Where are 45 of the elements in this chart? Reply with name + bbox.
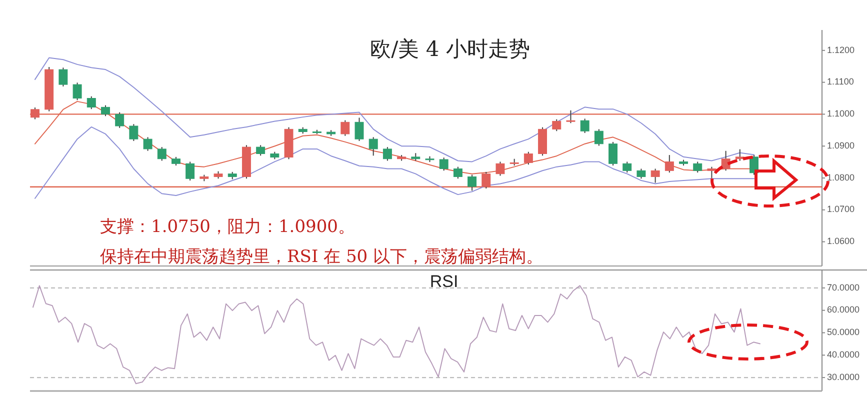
- candlestick: [524, 151, 533, 166]
- candlestick: [608, 141, 618, 166]
- candlestick: [72, 82, 82, 101]
- line-series: [34, 57, 754, 162]
- candlestick: [594, 128, 604, 146]
- y-tick-label: 1.1000: [827, 108, 855, 119]
- candlestick: [552, 118, 562, 132]
- candlestick: [693, 161, 702, 174]
- chart-title: RSI: [430, 272, 458, 291]
- y-tick-label: 1.0700: [827, 204, 855, 214]
- candlestick: [468, 174, 477, 192]
- candlestick: [157, 146, 166, 162]
- y-tick-label: 1.1100: [827, 76, 854, 87]
- candlestick: [129, 124, 138, 142]
- annotation: 保持在中期震荡趋势里，RSI 在 50 以下，震荡偏弱结构。: [100, 247, 544, 267]
- candlestick: [650, 168, 660, 184]
- candlestick: [735, 148, 744, 162]
- y-tick-label: 1.0600: [827, 236, 855, 246]
- y-tick-label: 30.0000: [827, 372, 860, 382]
- candlestick: [354, 117, 364, 142]
- y-tick-label: 1.0900: [827, 140, 855, 150]
- candlestick: [636, 168, 646, 180]
- candlestick: [382, 146, 392, 162]
- candlestick: [186, 161, 195, 182]
- y-tick-label: 40.0000: [827, 350, 860, 360]
- candlestick: [622, 161, 632, 174]
- y-tick-label: 60.0000: [827, 304, 860, 315]
- candlestick: [143, 136, 152, 152]
- candlestick: [340, 120, 350, 136]
- candlestick: [453, 166, 462, 180]
- chart-title: 欧/美 4 小时走势: [370, 37, 530, 61]
- y-tick-label: 1.1200: [827, 44, 855, 55]
- candlestick: [58, 67, 68, 87]
- annotation: 支撑：1.0750，阻力：1.0900。: [100, 217, 355, 237]
- y-tick-label: 70.0000: [827, 282, 860, 292]
- y-tick-label: 1.0800: [827, 172, 855, 182]
- candlestick: [439, 157, 448, 172]
- candlestick: [101, 104, 110, 117]
- candlestick: [580, 118, 590, 134]
- line-series: [34, 126, 754, 199]
- candlestick: [368, 136, 378, 156]
- candlestick: [256, 144, 266, 156]
- candlestick: [115, 112, 124, 128]
- candlestick: [86, 96, 96, 110]
- y-tick-label: 50.0000: [827, 327, 860, 338]
